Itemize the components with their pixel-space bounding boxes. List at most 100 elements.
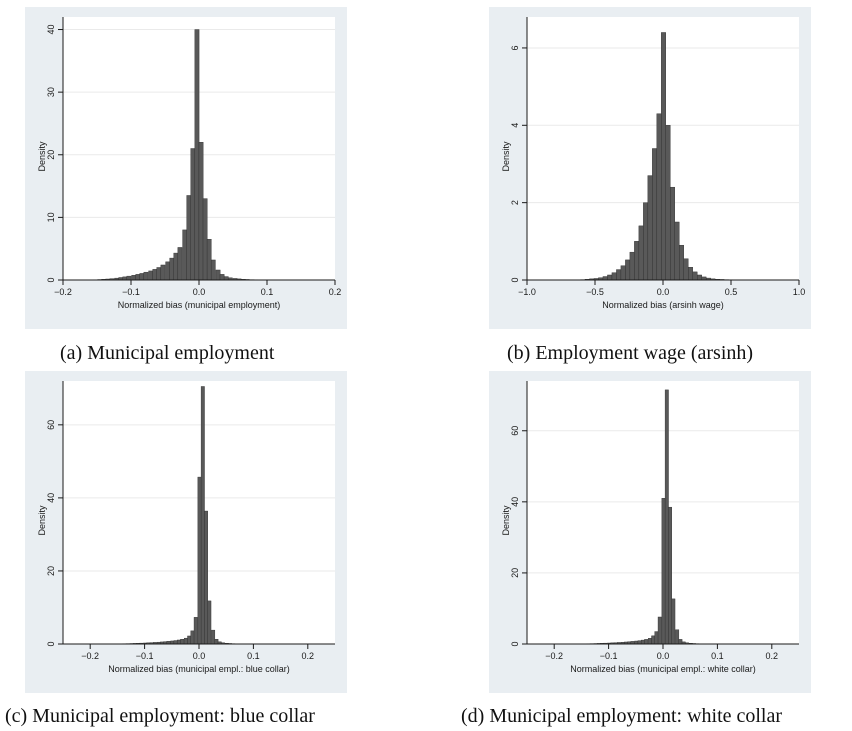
x-axis-label: Normalized bias (municipal employment): [118, 300, 281, 310]
y-axis-label: Density: [501, 141, 511, 172]
histogram-bar: [187, 635, 192, 645]
y-tick-label: 0: [46, 641, 56, 646]
histogram-bar: [656, 113, 662, 281]
histogram-bar: [611, 272, 617, 281]
y-tick-label: 4: [510, 123, 520, 128]
histogram-bar: [637, 640, 642, 645]
histogram-bar: [200, 386, 205, 645]
x-tick-label: 0.1: [711, 651, 724, 661]
x-tick-label: −0.1: [122, 287, 140, 297]
y-axis-label: Density: [37, 141, 47, 172]
histogram-bar: [148, 270, 154, 281]
y-tick-label: 10: [46, 212, 56, 222]
histogram-bar: [204, 510, 208, 645]
histogram-bar: [654, 631, 659, 645]
histogram-bar: [207, 600, 212, 645]
histogram-bar: [683, 258, 689, 281]
x-tick-label: −1.0: [518, 287, 536, 297]
y-tick-label: 20: [46, 566, 56, 576]
histogram-bar: [678, 639, 683, 645]
histogram-bar: [634, 241, 640, 281]
x-tick-label: 0.0: [657, 651, 670, 661]
histogram-bar: [139, 273, 145, 281]
histogram-bar: [173, 252, 179, 281]
histogram-bar: [697, 274, 702, 281]
histogram-bar: [647, 175, 653, 281]
y-axis-label: Density: [37, 505, 47, 536]
chart-panel-a: −0.2 −0.1 0.0 0.1 0.2 0 10 20 30 40 Normalized bia…: [25, 7, 347, 329]
histogram-bar: [184, 637, 188, 645]
histogram-bar: [668, 506, 672, 645]
histogram-bar: [194, 29, 200, 281]
histogram-a: −0.2 −0.1 0.0 0.1 0.2 0 10 20 30 40 Normalized bia…: [25, 7, 347, 329]
x-tick-label: −0.5: [586, 287, 604, 297]
histogram-bar: [661, 32, 666, 281]
x-tick-label: 0.0: [657, 287, 670, 297]
x-axis-label: Normalized bias (arsinh wage): [602, 300, 724, 310]
chart-panel-c: −0.2 −0.1 0.0 0.1 0.2 0 20 40 60 Normalized bias …: [25, 371, 347, 693]
caption-d: (d) Municipal employment: white collar: [461, 705, 783, 727]
histogram-bar: [193, 617, 198, 645]
histogram-bar: [665, 125, 671, 281]
histogram-b: −1.0 −0.5 0.0 0.5 1.0 0 2 4 6 Normalized bias (ar…: [489, 7, 811, 329]
histogram-bar: [671, 598, 676, 645]
histogram-bar: [644, 639, 649, 645]
histogram-bar: [152, 269, 158, 281]
x-tick-label: −0.1: [136, 651, 154, 661]
histogram-bar: [223, 276, 229, 281]
y-tick-label: 40: [46, 493, 56, 503]
x-tick-label: 0.1: [247, 651, 260, 661]
x-axis-label: Normalized bias (municipal empl.: blue c…: [108, 664, 290, 674]
histogram-bar: [674, 221, 680, 281]
x-tick-label: −0.2: [81, 651, 99, 661]
x-tick-label: 0.2: [329, 287, 342, 297]
histogram-bar: [131, 275, 137, 281]
histogram-bar: [638, 225, 644, 281]
histogram-bar: [616, 269, 622, 281]
histogram-bar: [602, 276, 608, 281]
histogram-bar: [675, 629, 680, 645]
y-tick-label: 40: [46, 25, 56, 35]
histogram-bar: [620, 265, 626, 281]
histogram-bar: [664, 389, 669, 645]
histogram-bar: [643, 202, 649, 281]
histogram-bar: [198, 142, 204, 281]
histogram-bar: [679, 244, 684, 281]
histogram-bar: [648, 638, 652, 645]
histogram-bar: [640, 639, 645, 645]
x-tick-label: 0.0: [193, 651, 206, 661]
x-tick-label: 1.0: [793, 287, 806, 297]
histogram-bar: [177, 247, 183, 281]
x-tick-label: −0.2: [545, 651, 563, 661]
y-tick-label: 0: [510, 277, 520, 282]
histogram-bar: [126, 275, 132, 281]
histogram-bar: [652, 148, 658, 281]
y-tick-label: 40: [510, 497, 520, 507]
y-tick-label: 30: [46, 87, 56, 97]
x-tick-label: 0.5: [725, 287, 738, 297]
histogram-bar: [156, 267, 162, 281]
y-tick-label: 20: [510, 568, 520, 578]
histogram-bar: [651, 635, 656, 645]
chart-panel-b: −1.0 −0.5 0.0 0.5 1.0 0 2 4 6 Normalized bias (ar…: [489, 7, 811, 329]
histogram-c: −0.2 −0.1 0.0 0.1 0.2 0 20 40 60 Normalized bias …: [25, 371, 347, 693]
histogram-bar: [210, 259, 216, 281]
chart-panel-d: −0.2 −0.1 0.0 0.1 0.2 0 20 40 60 Normalized bias …: [489, 371, 811, 693]
histogram-bar: [186, 195, 192, 281]
histogram-bar: [182, 229, 188, 281]
y-tick-label: 6: [510, 45, 520, 50]
histogram-bar: [160, 264, 166, 281]
histogram-bar: [692, 271, 698, 281]
histogram-bar: [657, 616, 662, 645]
x-tick-label: 0.0: [193, 287, 206, 297]
y-tick-label: 20: [46, 150, 56, 160]
y-axis-label: Density: [501, 505, 511, 536]
histogram-bar: [190, 630, 195, 645]
caption-a: (a) Municipal employment: [60, 342, 275, 364]
histogram-bar: [215, 269, 221, 281]
histogram-bar: [176, 639, 181, 645]
x-axis-label: Normalized bias (municipal empl.: white …: [570, 664, 756, 674]
histogram-bar: [206, 239, 212, 281]
y-tick-label: 0: [46, 277, 56, 282]
x-tick-label: 0.2: [302, 651, 315, 661]
